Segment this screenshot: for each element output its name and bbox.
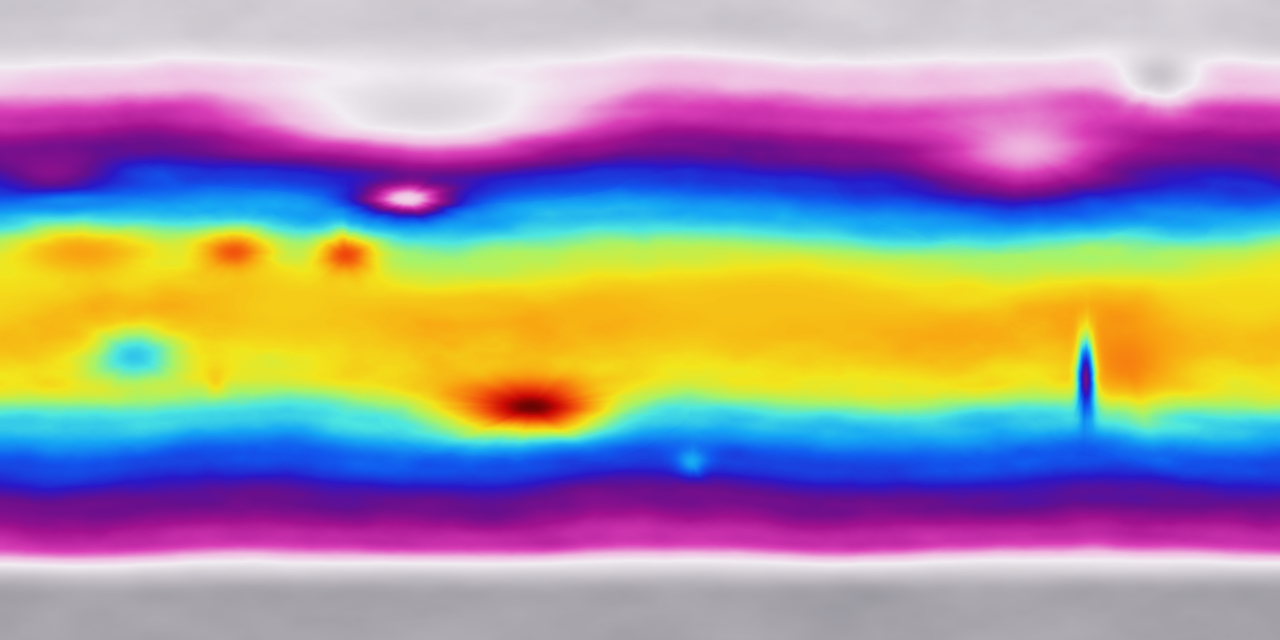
global-temperature-map: Global Surface Air Temperature Temperatu… (0, 0, 1280, 640)
temperature-heatmap-canvas (0, 0, 1280, 640)
